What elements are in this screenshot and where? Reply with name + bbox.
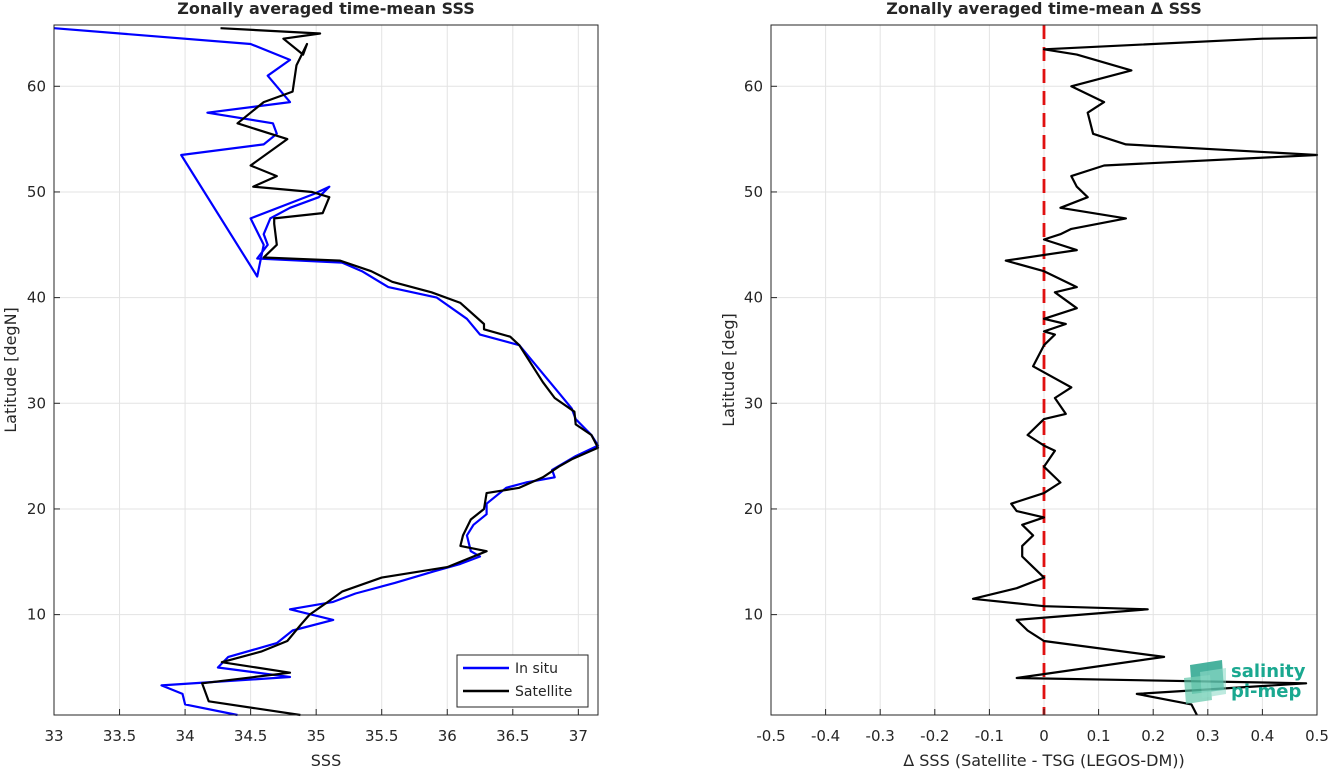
left-axes-box xyxy=(53,24,599,716)
left-chart-title: Zonally averaged time-mean SSS xyxy=(177,0,475,18)
x-tick-label: 0.1 xyxy=(1087,727,1111,745)
left-gridlines xyxy=(53,25,598,715)
left-tick-labels: 33 33.5 34 34.5 35 35.5 36 36.5 37 10 20 30 40 50 60 xyxy=(27,77,588,745)
x-tick-label: 0.2 xyxy=(1141,727,1165,745)
right-chart-panel: Zonally averaged time-mean Δ SSS -0.5 -0.… xyxy=(719,0,1329,770)
y-tick-label: 40 xyxy=(27,289,46,307)
in-situ-series-line xyxy=(53,27,600,717)
x-tick-label: -0.2 xyxy=(920,727,949,745)
x-tick-label: 0.5 xyxy=(1305,727,1329,745)
right-tick-labels: -0.5 -0.4 -0.3 -0.2 -0.1 0 0.1 0.2 0.3 0.4 0.5 10 20… xyxy=(744,77,1329,745)
x-tick-label: -0.1 xyxy=(975,727,1004,745)
x-tick-label: 36 xyxy=(438,727,457,745)
y-tick-label: 50 xyxy=(27,183,46,201)
legend: In situ Satellite xyxy=(456,654,589,708)
y-tick-label: 20 xyxy=(27,500,46,518)
x-tick-label: 35.5 xyxy=(365,727,398,745)
x-tick-label: 0 xyxy=(1039,727,1049,745)
x-tick-label: 37 xyxy=(569,727,588,745)
x-tick-label: 34.5 xyxy=(234,727,267,745)
right-x-axis-label: Δ SSS (Satellite - TSG (LEGOS-DM)) xyxy=(903,751,1185,769)
x-tick-label: 0.3 xyxy=(1196,727,1220,745)
y-tick-label: 60 xyxy=(27,77,46,95)
y-tick-label: 30 xyxy=(744,394,763,412)
logo-text-pi-mep: pi-mep xyxy=(1231,681,1301,702)
logo-mark-icon xyxy=(1184,660,1226,704)
satellite-series-line xyxy=(201,27,600,717)
left-x-axis-label: SSS xyxy=(311,751,341,769)
y-tick-label: 20 xyxy=(744,500,763,518)
left-y-axis-label: Latitude [degN] xyxy=(1,307,20,433)
left-series-lines xyxy=(53,27,600,717)
x-tick-label: 36.5 xyxy=(496,727,529,745)
y-tick-label: 60 xyxy=(744,77,763,95)
y-tick-label: 50 xyxy=(744,183,763,201)
x-tick-label: 34 xyxy=(176,727,195,745)
x-tick-label: -0.5 xyxy=(756,727,785,745)
x-tick-label: 35 xyxy=(307,727,326,745)
right-gridlines xyxy=(770,25,1318,715)
legend-box xyxy=(456,654,589,708)
x-tick-label: -0.4 xyxy=(811,727,840,745)
y-tick-label: 10 xyxy=(27,606,46,624)
left-chart-panel: Zonally averaged time-mean SSS 33 33.5 34 3… xyxy=(1,0,600,770)
right-y-axis-label: Latitude [deg] xyxy=(719,313,738,427)
delta-sss-series-line xyxy=(971,36,1319,716)
x-tick-label: -0.3 xyxy=(866,727,895,745)
right-series-lines xyxy=(971,36,1319,716)
legend-satellite-label: Satellite xyxy=(515,684,572,700)
y-tick-label: 10 xyxy=(744,606,763,624)
x-tick-label: 33.5 xyxy=(103,727,136,745)
y-tick-label: 40 xyxy=(744,289,763,307)
legend-in-situ-label: In situ xyxy=(515,661,558,677)
logo-text-salinity: salinity xyxy=(1231,661,1306,682)
x-tick-label: 33 xyxy=(44,727,63,745)
right-chart-title: Zonally averaged time-mean Δ SSS xyxy=(886,0,1202,18)
x-tick-label: 0.4 xyxy=(1250,727,1274,745)
y-tick-label: 30 xyxy=(27,394,46,412)
salinity-pi-mep-logo: salinity pi-mep xyxy=(1184,660,1306,704)
